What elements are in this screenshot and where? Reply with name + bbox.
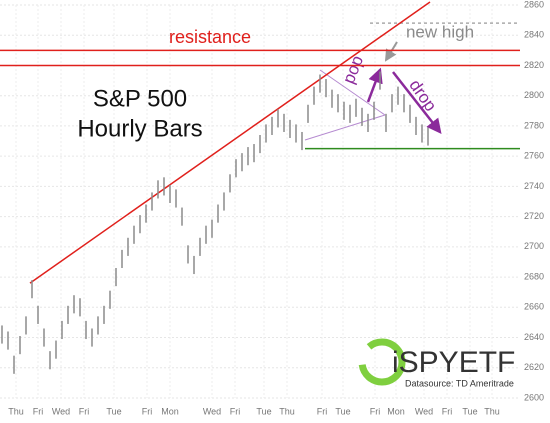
y-tick-label: 2680: [524, 271, 544, 281]
x-tick-label: Tue: [106, 406, 121, 416]
x-tick-label: Fri: [230, 406, 241, 416]
chart-title: S&P 500: [93, 85, 187, 112]
x-tick-label: Tue: [335, 406, 350, 416]
y-tick-label: 2840: [524, 30, 544, 40]
y-tick-label: 2640: [524, 332, 544, 342]
y-tick-label: 2780: [524, 120, 544, 130]
y-tick-label: 2620: [524, 362, 544, 372]
x-tick-label: Fri: [33, 406, 44, 416]
logo: iSPYETF: [392, 346, 515, 379]
x-tick-label: Thu: [8, 406, 24, 416]
x-tick-label: Fri: [79, 406, 90, 416]
y-tick-label: 2760: [524, 151, 544, 161]
y-tick-label: 2820: [524, 60, 544, 70]
source: Datasource: TD Ameritrade: [405, 378, 514, 388]
x-tick-label: Wed: [52, 406, 70, 416]
x-tick-label: Thu: [484, 406, 500, 416]
x-tick-label: Mon: [387, 406, 405, 416]
x-tick-label: Wed: [203, 406, 221, 416]
trendline: [29, 1, 431, 284]
new-high-label: new high: [406, 22, 474, 41]
y-tick-label: 2660: [524, 302, 544, 312]
x-tick-label: Mon: [161, 406, 179, 416]
y-tick-label: 2600: [524, 392, 544, 402]
x-tick-label: Wed: [415, 406, 433, 416]
y-tick-label: 2720: [524, 211, 544, 221]
x-tick-label: Fri: [317, 406, 328, 416]
x-tick-label: Tue: [462, 406, 477, 416]
y-tick-label: 2700: [524, 241, 544, 251]
x-tick-label: Tue: [256, 406, 271, 416]
chart-subtitle: Hourly Bars: [77, 115, 202, 142]
x-tick-label: Fri: [370, 406, 381, 416]
y-tick-label: 2740: [524, 181, 544, 191]
x-tick-label: Thu: [279, 406, 295, 416]
x-tick-label: Fri: [142, 406, 153, 416]
resistance-label: resistance: [169, 27, 251, 47]
x-tick-label: Fri: [442, 406, 453, 416]
y-tick-label: 2860: [524, 0, 544, 9]
y-tick-label: 2800: [524, 90, 544, 100]
